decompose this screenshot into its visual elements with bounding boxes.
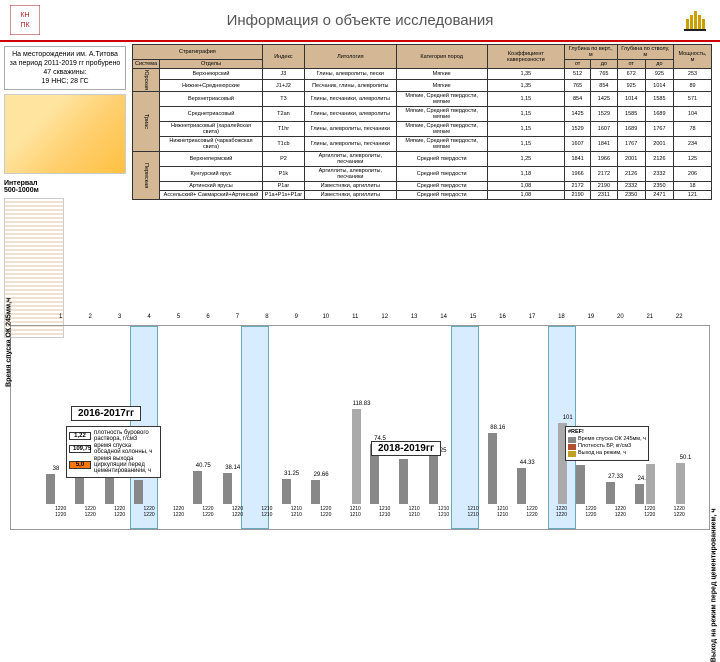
info-box: На месторождении им. А.Титова за период … xyxy=(4,46,126,90)
th: Литология xyxy=(305,45,396,69)
x-label: 12201220 xyxy=(311,507,340,527)
x-label: 12101210 xyxy=(282,507,311,527)
param-box: 1,22плотность бурового раствора, г/см3 1… xyxy=(66,426,161,478)
th: Коэффициент кавернозности xyxy=(487,45,564,69)
svg-text:ПК: ПК xyxy=(20,22,30,29)
table-row: ЮрскаяВерхнеюрскийJ3Глины, алевролиты, п… xyxy=(133,69,712,80)
th: от xyxy=(564,60,590,69)
well-number: 5 xyxy=(164,314,193,320)
info-line: На месторождении им. А.Титова xyxy=(8,50,122,59)
info-line: 47 скважины: xyxy=(8,68,122,77)
x-label: 12201220 xyxy=(547,507,576,527)
th: Индекс xyxy=(262,45,304,69)
x-label: 12101210 xyxy=(488,507,517,527)
well-number: 9 xyxy=(282,314,311,320)
well-number: 15 xyxy=(458,314,487,320)
th: Система xyxy=(133,60,160,69)
x-label: 12201220 xyxy=(576,507,605,527)
x-label: 12101210 xyxy=(341,507,370,527)
period-1: 2016-2017гг xyxy=(71,406,141,421)
stratigraphy-table: Стратиграфия Индекс Литология Категория … xyxy=(132,44,712,200)
legend-item: Плотность БР, кг/см3 xyxy=(568,443,646,450)
x-label: 12201220 xyxy=(75,507,104,527)
x-label: 12201220 xyxy=(606,507,635,527)
th: от xyxy=(617,60,645,69)
legend: #REF! Время спуска ОК 245мм, чПлотность … xyxy=(565,426,649,461)
table-row: Нижнетриасовый (чаркабожская свита)T1cbГ… xyxy=(133,136,712,151)
chart-area: Время спуска ОК 245мм,ч Выход на режим п… xyxy=(10,325,710,530)
th: Отделы xyxy=(160,60,263,69)
well-number: 4 xyxy=(134,314,163,320)
well-number: 7 xyxy=(223,314,252,320)
well-number: 20 xyxy=(606,314,635,320)
x-label: 12101210 xyxy=(458,507,487,527)
x-label: 12201220 xyxy=(46,507,75,527)
table-row: СреднетриасовыйT2anГлины, песчаники, але… xyxy=(133,106,712,121)
x-label: 12101210 xyxy=(252,507,281,527)
table-row: Нижнетриасовый (харалейская свита)T1hrГл… xyxy=(133,121,712,136)
well-number: 16 xyxy=(488,314,517,320)
y-axis-right: Выход на режим перед цементированием, ч xyxy=(711,508,718,662)
table-row: Ассельский+ Сакмарский+АртинскийP1a+P1s+… xyxy=(133,190,712,199)
left-panel: На месторождении им. А.Титова за период … xyxy=(0,42,130,322)
x-label: 12201220 xyxy=(164,507,193,527)
x-label: 12201220 xyxy=(635,507,664,527)
x-label: 12201220 xyxy=(517,507,546,527)
th: Глубина по стволу, м xyxy=(617,45,673,60)
well-number: 19 xyxy=(576,314,605,320)
well-number: 8 xyxy=(252,314,281,320)
well-number: 3 xyxy=(105,314,134,320)
period-2: 2018-2019гг xyxy=(371,441,441,456)
well-number: 6 xyxy=(193,314,222,320)
th: Категория пород xyxy=(396,45,487,69)
well-number: 17 xyxy=(517,314,546,320)
th: Глубина по верт., м xyxy=(564,45,617,60)
table-row: ТриасВерхнетриасовыйT3Глины, песчаники, … xyxy=(133,91,712,106)
table-row: Артинский ярусыP1arИзвестняки, аргиллиты… xyxy=(133,181,712,190)
map-image xyxy=(4,94,126,174)
logo-knpk: КН ПК xyxy=(10,5,40,35)
x-label: 12101210 xyxy=(370,507,399,527)
th: до xyxy=(591,60,617,69)
well-number: 14 xyxy=(429,314,458,320)
th: Мощность, м xyxy=(674,45,712,69)
svg-text:КН: КН xyxy=(20,12,29,19)
table-panel: Стратиграфия Индекс Литология Категория … xyxy=(130,42,720,322)
table-row: Кунгурский ярусP1kАргиллиты, алевролиты,… xyxy=(133,166,712,181)
legend-item: Время спуска ОК 245мм, ч xyxy=(568,436,646,443)
well-number: 18 xyxy=(547,314,576,320)
well-number: 11 xyxy=(341,314,370,320)
th: Стратиграфия xyxy=(133,45,263,60)
info-line: за период 2011-2019 гг пробурено xyxy=(8,59,122,68)
well-number: 12 xyxy=(370,314,399,320)
x-label: 12201220 xyxy=(193,507,222,527)
table-row: Нижне+СреднеюрскиеJ1+J2Песчаник, глины, … xyxy=(133,80,712,91)
interval-label: Интервал500-1000м xyxy=(4,180,126,194)
well-number: 2 xyxy=(75,314,104,320)
well-number: 22 xyxy=(665,314,694,320)
x-label: 12201220 xyxy=(134,507,163,527)
well-number: 10 xyxy=(311,314,340,320)
page-title: Информация о объекте исследования xyxy=(40,12,680,29)
x-label: 12201220 xyxy=(665,507,694,527)
well-number: 13 xyxy=(399,314,428,320)
legend-item: Выход на режим, ч xyxy=(568,450,646,457)
x-label: 12101210 xyxy=(429,507,458,527)
th: до xyxy=(645,60,673,69)
logo-rosneft xyxy=(680,5,710,35)
info-line: 19 ННС; 28 ГС xyxy=(8,77,122,86)
x-label: 12201220 xyxy=(105,507,134,527)
x-label: 12201220 xyxy=(223,507,252,527)
well-number: 21 xyxy=(635,314,664,320)
x-label: 12101210 xyxy=(399,507,428,527)
table-row: ПермскаяВерхнепермскийP2Аргиллиты, алевр… xyxy=(133,151,712,166)
well-number: 1 xyxy=(46,314,75,320)
